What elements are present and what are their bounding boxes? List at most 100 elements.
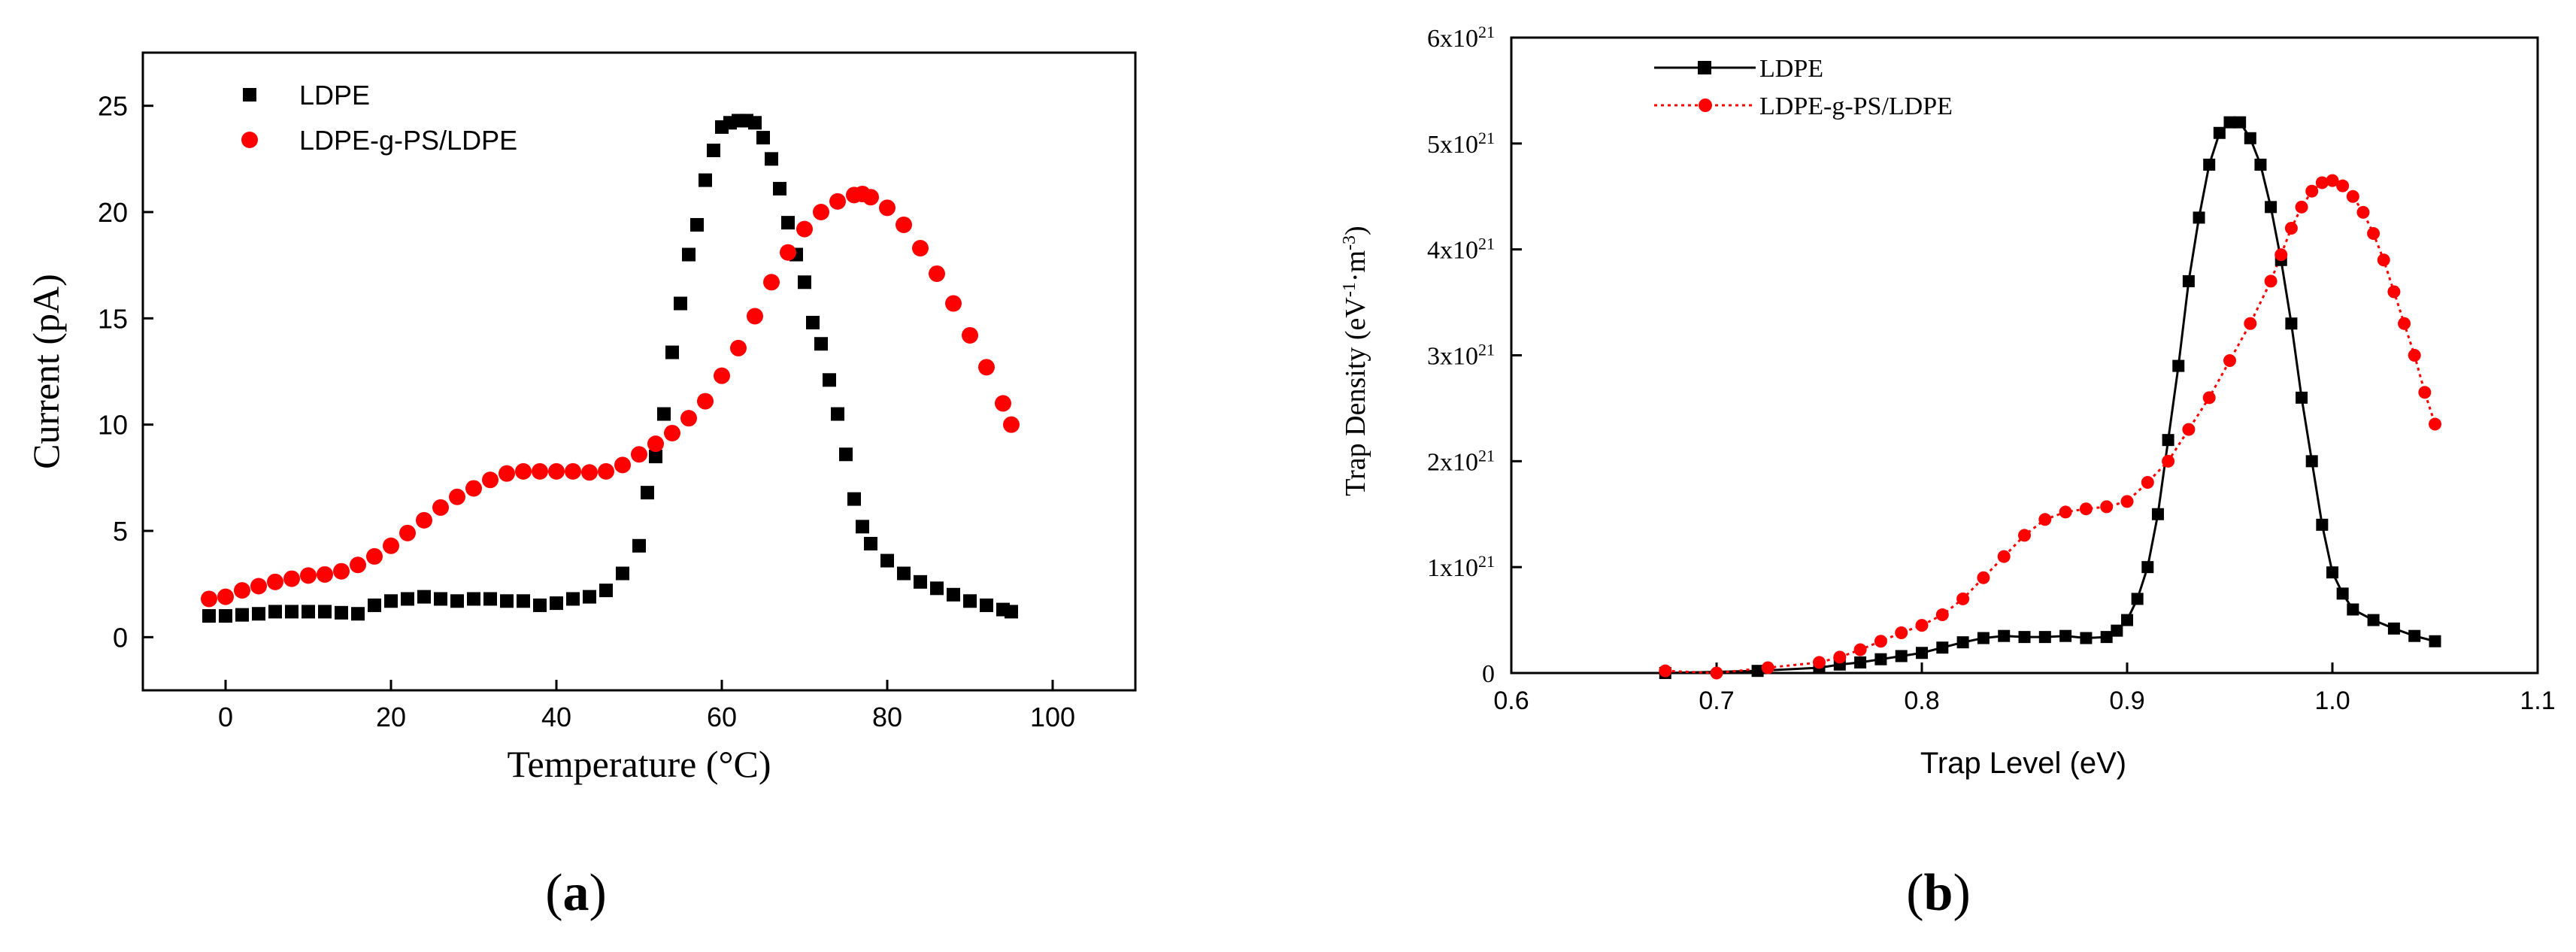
panel-a-point-ldpe (690, 217, 704, 232)
panel-b-point-ldpe (1874, 653, 1887, 665)
panel-b-y-axis-title: Trap Density (eV-1·m-3) (1340, 226, 1371, 496)
panel-a-point-ldpe-g-ps (945, 295, 962, 312)
panel-a-point-ldpe (847, 492, 861, 506)
panel-b-y-tick-label: 6x1021 (1427, 23, 1495, 53)
panel-a-point-ldpe (434, 592, 447, 606)
panel-b-point-ldpe (2244, 132, 2256, 144)
panel-a-point-ldpe (963, 594, 977, 608)
panel-a-point-ldpe (649, 450, 662, 464)
panel-a-point-ldpe (533, 598, 547, 612)
panel-b-point-ldpe (2203, 159, 2216, 171)
panel-b-point-ldpe (2059, 629, 2072, 642)
panel-a-point-ldpe (814, 337, 828, 351)
panel-a-point-ldpe-g-ps (283, 570, 300, 587)
panel-b-point-ldpe-g-ps (2367, 227, 2381, 241)
panel-a-point-ldpe (401, 592, 414, 606)
panel-a-point-ldpe-g-ps (664, 424, 680, 441)
panel-a-point-ldpe (583, 590, 596, 604)
panel-b-y-tick-label: 4x1021 (1427, 234, 1495, 265)
panel-a-point-ldpe-g-ps (532, 462, 548, 480)
panel-a-point-ldpe-g-ps (548, 462, 565, 480)
panel-b-point-ldpe (2182, 274, 2195, 287)
panel-a-point-ldpe-g-ps (482, 471, 499, 489)
panel-a-point-ldpe (699, 173, 712, 187)
panel-b-y-tick-label: 5x1021 (1427, 128, 1495, 159)
panel-b-point-ldpe (2326, 566, 2338, 579)
panel-a-point-ldpe-g-ps (317, 565, 333, 583)
panel-b-point-ldpe-g-ps (1710, 666, 1723, 680)
panel-a-point-ldpe (235, 608, 249, 622)
panel-b-point-ldpe (2336, 587, 2349, 600)
panel-a-point-ldpe-g-ps (962, 326, 978, 344)
panel-b-point-ldpe-g-ps (2100, 500, 2114, 514)
panel-a-x-tick-label: 0 (218, 702, 233, 732)
panel-b-point-ldpe-g-ps (2264, 274, 2277, 288)
panel-b-point-ldpe-g-ps (2356, 205, 2370, 219)
panel-a-x-tick-label: 60 (707, 702, 737, 732)
panel-a-point-ldpe-g-ps (995, 395, 1011, 412)
panel-a-point-ldpe-g-ps (697, 393, 714, 410)
panel-a-point-ldpe-g-ps (1003, 416, 1020, 433)
panel-b-point-ldpe (1916, 647, 1928, 659)
panel-a-point-ldpe-g-ps (333, 562, 350, 580)
panel-b-point-ldpe (2367, 614, 2380, 626)
panel-b-point-ldpe-g-ps (2408, 349, 2421, 362)
panel-b-point-ldpe-g-ps (2059, 505, 2072, 519)
panel-a-point-ldpe (781, 216, 795, 230)
panel-a-point-ldpe (682, 247, 696, 262)
panel-a-point-ldpe-g-ps (614, 456, 631, 474)
panel-b-point-ldpe-g-ps (2305, 184, 2319, 198)
panel-a-point-ldpe (500, 594, 514, 608)
panel-b-point-ldpe-g-ps (2244, 317, 2257, 330)
panel-a-point-ldpe-g-ps (399, 524, 416, 541)
panel-b-point-ldpe (1936, 641, 1949, 654)
panel-b-x-tick-label: 0.7 (1699, 687, 1734, 715)
panel-a-point-ldpe-g-ps (267, 573, 283, 590)
panel-b-point-ldpe-g-ps (2326, 174, 2339, 187)
panel-a-point-ldpe-g-ps (383, 537, 399, 554)
panel-a-point-ldpe (657, 407, 671, 421)
panel-b-point-ldpe (2387, 622, 2400, 635)
panel-b-point-ldpe (2038, 631, 2051, 644)
panel-b-x-tick-label: 1.0 (2314, 687, 2350, 715)
panel-a-point-ldpe (880, 553, 894, 568)
panel-a-point-ldpe-g-ps (796, 220, 813, 238)
panel-b-point-ldpe (2305, 455, 2318, 468)
panel-b-x-axis-title: Trap Level (eV) (1920, 747, 2126, 780)
panel-a-point-ldpe-g-ps (978, 359, 995, 376)
panel-a-point-ldpe-g-ps (598, 462, 614, 480)
panel-b-point-ldpe-g-ps (2315, 176, 2329, 189)
panel-b-point-ldpe (2121, 614, 2133, 626)
panel-a-point-ldpe (823, 373, 836, 387)
panel-b-x-tick-label: 0.8 (1904, 687, 1939, 715)
panel-b-point-ldpe-g-ps (1977, 571, 1990, 584)
panel-b-point-ldpe-g-ps (2295, 200, 2308, 214)
panel-b-point-ldpe-g-ps (2038, 513, 2052, 526)
panel-b-point-ldpe (2151, 508, 2164, 520)
panel-a-y-ticks: 0 5 10 15 20 25 (98, 91, 153, 653)
panel-a-point-ldpe-g-ps (250, 578, 267, 595)
panel-b-point-ldpe-g-ps (2162, 454, 2175, 468)
panel-a-point-ldpe (384, 594, 398, 608)
panel-b-point-ldpe (2141, 561, 2154, 574)
panel-b-y-ticks: 0 1x1021 2x1021 3x1021 4x1021 5x1021 6x1021 (1427, 23, 1522, 688)
panel-b-y-tick-label: 2x1021 (1427, 446, 1495, 477)
panel-b-point-ldpe-g-ps (2429, 417, 2441, 431)
panel-a-data-points (201, 114, 1020, 623)
panel-b-point-ldpe-g-ps (2274, 248, 2288, 262)
panel-a-point-ldpe (665, 345, 679, 359)
panel-a-point-ldpe-g-ps (449, 488, 465, 505)
panel-a-point-ldpe-g-ps (912, 240, 929, 257)
panel-b-point-ldpe (2296, 391, 2308, 404)
panel-a-chart: 0 20 40 60 80 100 0 5 10 15 20 25 Temperature (°C)… (25, 51, 1137, 922)
panel-b-point-ldpe-g-ps (1853, 643, 1867, 656)
panel-b-y-tick-label: 3x1021 (1427, 340, 1495, 371)
panel-a-point-ldpe (864, 536, 877, 550)
panel-a-point-ldpe-g-ps (234, 582, 250, 599)
panel-a-point-ldpe (467, 592, 480, 606)
panel-b-x-tick-label: 1.1 (2520, 687, 2555, 715)
panel-a-point-ldpe-g-ps (581, 464, 598, 481)
panel-b-point-ldpe-g-ps (1833, 650, 1847, 664)
panel-a-point-ldpe (798, 275, 811, 290)
panel-b-point-ldpe-g-ps (2182, 423, 2196, 436)
